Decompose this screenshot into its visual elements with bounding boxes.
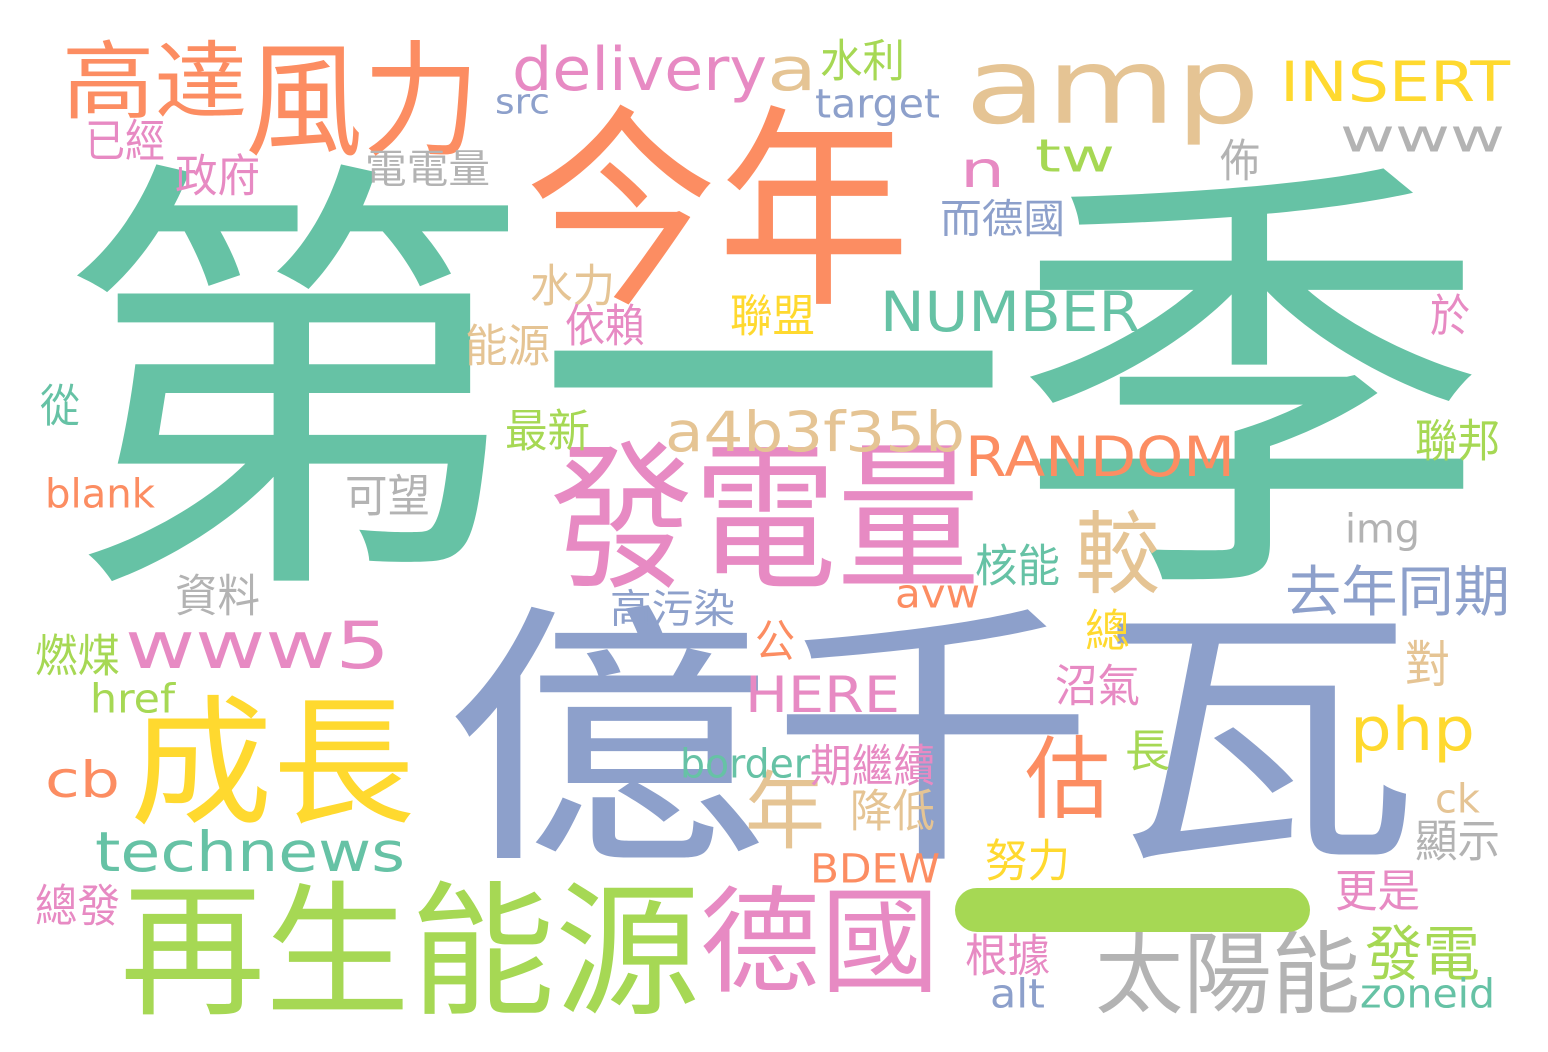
word-qi-ji-xu: 期繼續 bbox=[810, 740, 935, 793]
word-gong: 公 bbox=[755, 615, 795, 668]
word-cb: cb bbox=[45, 750, 120, 810]
word-yu: 於 bbox=[1430, 290, 1470, 343]
word-zui-xin: 最新 bbox=[505, 405, 590, 458]
word-dui: 對 bbox=[1405, 635, 1450, 695]
word-www5: www5 bbox=[125, 608, 390, 685]
word-yi-qian-wa: 億千瓦 bbox=[445, 581, 1420, 902]
word-zong-fa: 總發 bbox=[35, 880, 120, 933]
word-tw: tw bbox=[1035, 130, 1115, 183]
word-gao-wu-ran: 高污染 bbox=[610, 586, 735, 633]
word-avw: avw bbox=[895, 571, 980, 618]
word-geng-shi: 更是 bbox=[1335, 865, 1420, 918]
word-shui-li-1: 水利 bbox=[820, 35, 905, 88]
word-here: HERE bbox=[745, 665, 900, 725]
word-neng-yuan: 能源 bbox=[465, 320, 550, 373]
word-php: php bbox=[1350, 693, 1475, 765]
word-yi-lai: 依賴 bbox=[565, 300, 645, 353]
word-gao-da: 高達 bbox=[62, 32, 247, 132]
word-zai-sheng-neng-yuan: 再生能源 bbox=[120, 867, 700, 1038]
word-tai-yang-neng: 太陽能 bbox=[1095, 921, 1360, 1027]
word-n: n bbox=[960, 140, 1005, 200]
word-er-de-guo: 而德國 bbox=[940, 196, 1065, 243]
word-cheng-zhang: 成長 bbox=[130, 683, 415, 847]
word-feng-li: 風力 bbox=[245, 28, 480, 175]
word-yi-dash bbox=[955, 888, 1310, 932]
word-yi-jing: 已經 bbox=[85, 115, 165, 168]
word-zoneid: zoneid bbox=[1360, 971, 1495, 1018]
word-ran-mei: 燃煤 bbox=[35, 630, 120, 683]
word-zheng-fu: 政府 bbox=[175, 150, 260, 203]
word-jiang-di: 降低 bbox=[850, 785, 935, 838]
word-xian-shi: 顯示 bbox=[1415, 815, 1500, 868]
word-qu-nian-tong-qi: 去年同期 bbox=[1285, 559, 1510, 625]
word-nian: 年 bbox=[745, 762, 825, 862]
word-a: a bbox=[767, 33, 817, 105]
word-a4b3f35b: a4b3f35b bbox=[665, 399, 965, 465]
word-zong: 總 bbox=[1085, 605, 1130, 658]
word-zhao-qi: 沼氣 bbox=[1055, 660, 1140, 713]
word-border: border bbox=[680, 741, 810, 788]
word-img: img bbox=[1345, 506, 1420, 553]
word-target: target bbox=[815, 81, 940, 128]
word-fa-dian: 發電 bbox=[1365, 918, 1480, 990]
word-jiao: 較 bbox=[1075, 501, 1160, 607]
word-bdew: BDEW bbox=[810, 846, 940, 893]
word-alt: alt bbox=[990, 971, 1045, 1018]
word-lian-meng: 聯盟 bbox=[730, 290, 815, 343]
word-delivery: delivery bbox=[512, 33, 767, 105]
word-ck: ck bbox=[1435, 776, 1480, 823]
word-random: RANDOM bbox=[965, 424, 1235, 490]
word-lian-bang: 聯邦 bbox=[1415, 415, 1500, 468]
word-gu: 估 bbox=[1025, 726, 1110, 832]
word-blank: blank bbox=[45, 471, 155, 518]
word-bu: 佈 bbox=[1220, 135, 1260, 188]
word-zi-liao: 資料 bbox=[175, 570, 260, 623]
word-number: NUMBER bbox=[880, 279, 1140, 345]
word-nu-li: 努力 bbox=[985, 835, 1070, 888]
word-dian-dian-liang: 電電量 bbox=[365, 146, 490, 193]
word-jin-nian: 今年 bbox=[525, 86, 910, 338]
word-shui-li-2: 水力 bbox=[530, 260, 615, 313]
word-www: www bbox=[1340, 110, 1505, 163]
word-insert: INSERT bbox=[1280, 49, 1510, 115]
word-src: src bbox=[495, 81, 550, 123]
word-href: href bbox=[90, 676, 175, 723]
word-gen-ju: 根據 bbox=[965, 930, 1050, 983]
word-amp: amp bbox=[965, 25, 1260, 149]
word-de-guo: 德國 bbox=[700, 874, 940, 1010]
word-fa-dian-liang: 發電量 bbox=[550, 425, 980, 613]
word-chang: 長 bbox=[1125, 725, 1170, 778]
word-technews: technews bbox=[95, 819, 405, 885]
word-di-yi-ji: 第一季 bbox=[55, 128, 1490, 652]
word-ke-wang: 可望 bbox=[345, 470, 430, 523]
word-cong: 從 bbox=[40, 380, 80, 433]
word-he-neng: 核能 bbox=[975, 540, 1060, 593]
